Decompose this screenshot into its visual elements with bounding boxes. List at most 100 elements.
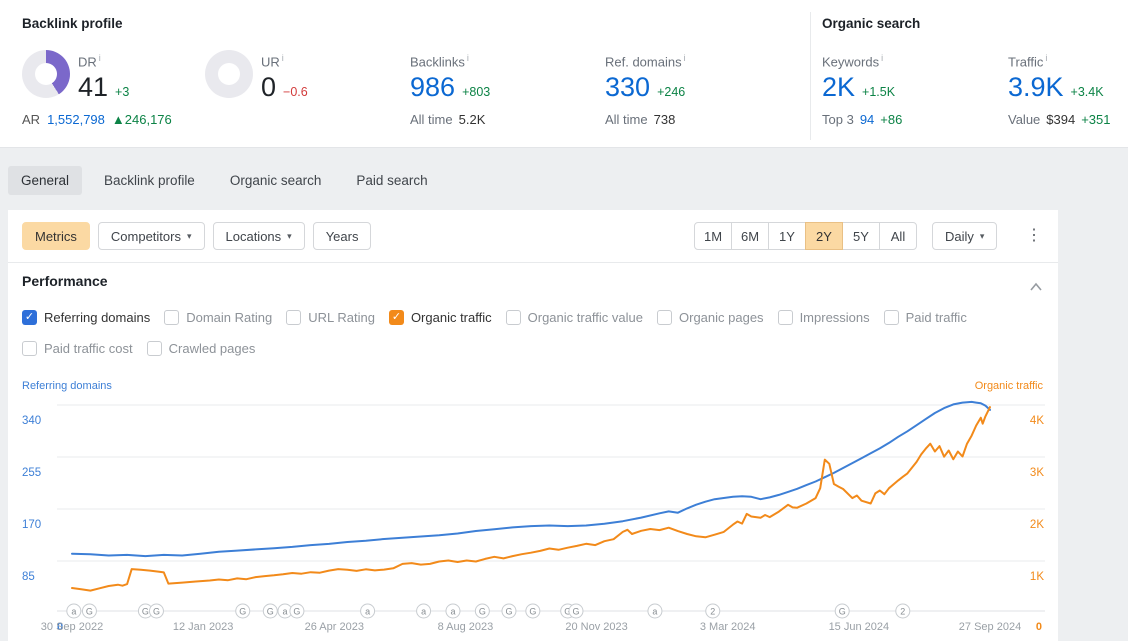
backlinks-stat: Backlinks i 986 +803 All time 5.2K [410,50,490,127]
annotation-marker-label: G [572,607,579,617]
range-2y-button[interactable]: 2Y [805,222,843,250]
chevron-up-icon [1030,282,1042,291]
metrics-button[interactable]: Metrics [22,222,90,250]
metric-checkbox-url-rating[interactable]: URL Rating [286,310,375,325]
annotation-marker[interactable] [416,603,432,619]
annotation-marker[interactable] [525,603,541,619]
annotation-marker[interactable] [289,603,305,619]
metric-label: Paid traffic cost [44,341,133,356]
ar-label: AR [22,112,41,127]
tab-general[interactable]: General [8,166,83,195]
dr-stat: DR i 41 +3 [78,50,129,103]
annotation-marker[interactable] [262,603,278,619]
granularity-select[interactable]: Daily ▾ [932,222,998,250]
annotation-marker[interactable] [568,603,584,619]
right-axis-tick: 3K [1030,467,1044,479]
annotation-marker[interactable] [501,603,517,619]
range-1m-button[interactable]: 1M [694,222,732,250]
info-icon[interactable]: i [281,53,284,63]
unchecked-checkbox-icon [286,310,302,325]
annotation-marker-label: a [421,607,426,617]
metric-checkbox-paid-traffic[interactable]: Paid traffic [883,310,967,325]
metric-checkbox-organic-pages[interactable]: Organic pages [657,310,764,325]
annotation-marker[interactable] [360,603,376,619]
annotation-marker[interactable] [474,603,490,619]
backlinks-delta: +803 [462,85,491,100]
keywords-delta: +1.5K [862,85,896,100]
annotation-marker[interactable] [148,603,164,619]
chevron-down-icon: ▾ [287,230,292,241]
annotation-marker[interactable] [235,603,251,619]
ur-delta: −0.6 [283,85,308,100]
metric-checkbox-impressions[interactable]: Impressions [777,310,870,325]
left-axis-tick: 255 [22,467,41,479]
annotation-marker[interactable] [81,603,97,619]
unchecked-checkbox-icon [777,310,793,325]
keywords-sub-label: Top 3 [822,112,854,128]
years-button[interactable]: Years [312,222,372,250]
annotation-marker-label: G [839,607,846,617]
annotation-marker[interactable] [647,603,663,619]
info-icon[interactable]: i [98,53,101,63]
x-axis-label: 26 Apr 2023 [305,621,364,633]
range-6m-button[interactable]: 6M [731,222,769,250]
years-label: Years [325,228,359,244]
range-1y-button[interactable]: 1Y [768,222,806,250]
metrics-label: Metrics [35,228,77,244]
info-icon[interactable]: i [1045,53,1048,63]
annotation-marker-label: G [142,607,149,617]
backlinks-alltime-value: 5.2K [458,112,486,128]
tab-paid-search[interactable]: Paid search [356,173,428,188]
metric-checkbox-organic-traffic[interactable]: ✓ Organic traffic [388,310,492,325]
left-axis-tick: 85 [22,571,35,583]
range-all-button[interactable]: All [879,222,917,250]
toolbar-divider [8,262,1058,263]
header-divider [810,12,811,140]
metric-label: Organic pages [679,310,764,325]
range-5y-button[interactable]: 5Y [842,222,880,250]
x-axis-label: 27 Sep 2024 [959,621,1021,633]
right-axis-tick: 4K [1030,415,1044,427]
dr-donut-gauge [22,50,70,98]
metric-checkbox-crawled-pages[interactable]: Crawled pages [146,341,255,356]
annotation-marker[interactable] [895,603,911,619]
dr-value: 41 [78,72,109,103]
ref-domains-value: 330 [605,72,651,103]
metric-checkbox-referring-domains[interactable]: ✓ Referring domains [22,310,150,325]
info-icon[interactable]: i [881,53,884,63]
metric-checkbox-organic-traffic-value[interactable]: Organic traffic value [505,310,643,325]
ar-row: AR 1,552,798 ▲246,176 [22,112,172,127]
keywords-sub-delta: +86 [880,112,903,128]
annotation-marker[interactable] [445,603,461,619]
ar-value: 1,552,798 [47,112,105,127]
annotation-marker-label: G [267,607,274,617]
competitors-button[interactable]: Competitors ▾ [97,222,205,250]
locations-button[interactable]: Locations ▾ [212,222,305,250]
collapse-section-button[interactable] [1028,280,1044,299]
tab-backlink-profile[interactable]: Backlink profile [104,173,195,188]
annotation-marker[interactable] [66,603,82,619]
tab-organic-search[interactable]: Organic search [229,173,322,188]
x-axis-label: 3 Mar 2024 [700,621,756,633]
left-axis-tick: 170 [22,519,41,531]
annotation-marker-label: G [479,607,486,617]
traffic-sub-value: $394 [1046,112,1076,128]
ref-domains-label: Ref. domains [605,54,682,70]
ref-domains-alltime-value: 738 [653,112,676,128]
annotation-marker[interactable] [705,603,721,619]
info-icon[interactable]: i [466,53,469,63]
chevron-down-icon: ▾ [979,230,985,241]
annotation-marker-label: a [450,607,455,617]
metric-checkbox-domain-rating[interactable]: Domain Rating [164,310,272,325]
traffic-sub-delta: +351 [1081,112,1111,128]
more-options-button[interactable]: ⋮ [1026,227,1042,244]
annotation-marker-label: 2 [900,607,905,617]
info-icon[interactable]: i [683,53,686,63]
annotation-marker-label: G [153,607,160,617]
annotation-marker[interactable] [834,603,850,619]
x-axis-label: 30 Sep 2022 [41,621,103,633]
annotation-marker-label: a [71,607,76,617]
backlink-profile-title: Backlink profile [22,16,123,31]
metric-checkbox-paid-traffic-cost[interactable]: Paid traffic cost [22,341,133,356]
